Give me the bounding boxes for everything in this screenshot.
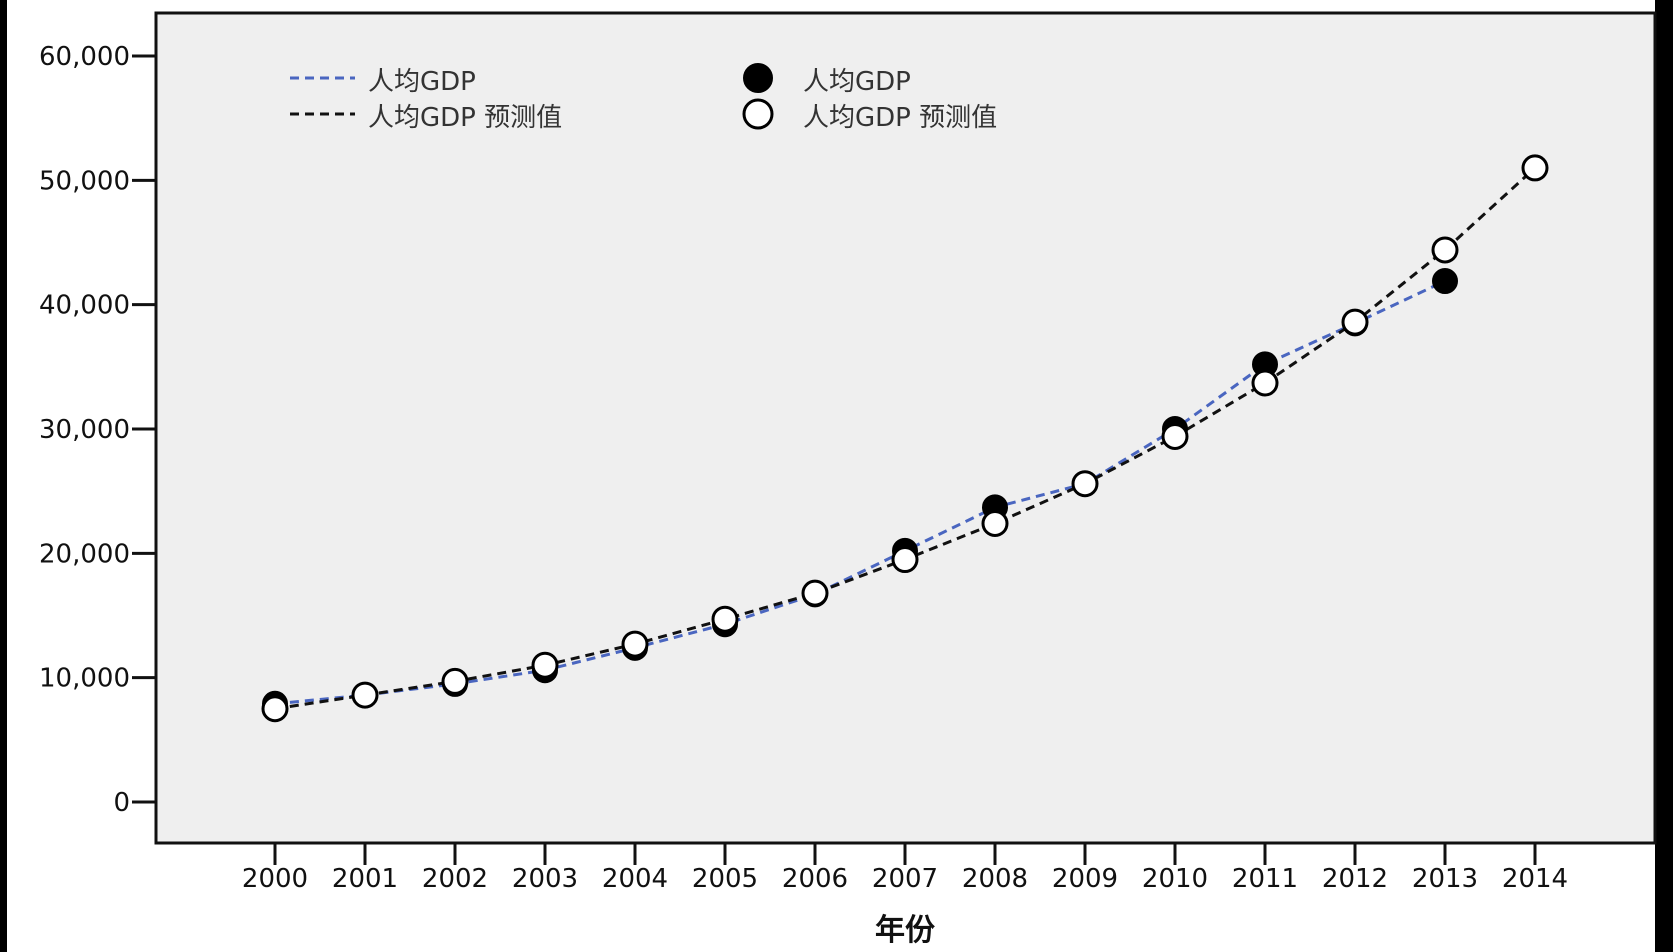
data-point-forecast (261, 695, 289, 723)
data-point-forecast (531, 651, 559, 679)
data-point-forecast (441, 667, 469, 695)
x-tick-label: 2008 (962, 864, 1028, 894)
data-point-forecast (711, 605, 739, 633)
data-point-forecast (801, 579, 829, 607)
data-point-forecast (1161, 422, 1189, 450)
series-markers (261, 154, 1549, 723)
x-tick-label: 2011 (1232, 864, 1298, 894)
series-line-gdp (274, 279, 1446, 706)
left-edge-bar (0, 0, 7, 952)
y-axis: 0 10,000 20,000 30,000 40,000 50,000 60,000 (39, 42, 156, 818)
data-point-forecast (981, 509, 1009, 537)
legend-label-gdp: 人均GDP (368, 67, 476, 97)
y-tick-label: 50,000 (39, 166, 130, 196)
legend-marker-label-forecast: 人均GDP 预测值 (803, 103, 997, 133)
data-point-forecast (1071, 470, 1099, 498)
x-tick-label: 2003 (512, 864, 578, 894)
x-tick-label: 2012 (1322, 864, 1388, 894)
legend: 人均GDP 人均GDP 预测值 人均GDP 人均GDP 预测值 (290, 63, 997, 133)
legend-marker-swatch-forecast (742, 98, 774, 130)
data-point-forecast (351, 681, 379, 709)
x-tick-label: 2009 (1052, 864, 1118, 894)
y-tick-label: 40,000 (39, 291, 130, 321)
x-tick-label: 2005 (692, 864, 758, 894)
x-axis: 2000 2001 2002 2003 2004 2005 2006 2007 2008 2009… (242, 843, 1568, 894)
y-tick-label: 20,000 (39, 539, 130, 569)
y-tick-label: 0 (113, 788, 130, 818)
x-tick-label: 2007 (872, 864, 938, 894)
x-tick-label: 2006 (782, 864, 848, 894)
y-tick-label: 10,000 (39, 664, 130, 694)
data-point-forecast (891, 546, 919, 574)
data-point-forecast (1431, 236, 1459, 264)
x-tick-label: 2010 (1142, 864, 1208, 894)
x-tick-label: 2013 (1412, 864, 1478, 894)
right-edge-bar (1655, 0, 1673, 952)
y-tick-label: 30,000 (39, 415, 130, 445)
data-point-forecast (1251, 369, 1279, 397)
x-tick-label: 2001 (332, 864, 398, 894)
x-tick-label: 2002 (422, 864, 488, 894)
data-point-gdp (1432, 268, 1458, 295)
x-axis-title: 年份 (875, 913, 935, 948)
x-tick-label: 2000 (242, 864, 308, 894)
legend-marker-swatch-gdp (743, 63, 773, 93)
legend-marker-label-gdp: 人均GDP (803, 67, 911, 97)
x-tick-label: 2014 (1502, 864, 1568, 894)
data-point-forecast (1521, 154, 1549, 182)
x-tick-label: 2004 (602, 864, 668, 894)
data-point-forecast (621, 630, 649, 658)
legend-label-forecast: 人均GDP 预测值 (368, 103, 562, 133)
y-tick-label: 60,000 (39, 42, 130, 72)
data-point-forecast (1341, 308, 1369, 336)
plot-area (154, 11, 1657, 845)
